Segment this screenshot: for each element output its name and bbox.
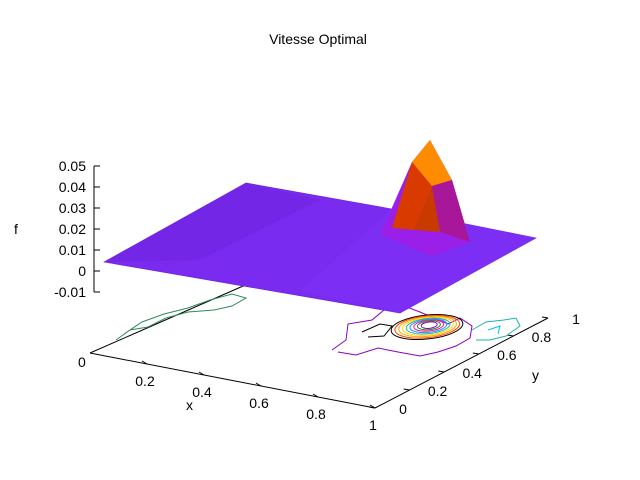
surface-facet [300, 209, 536, 313]
contour-lines [115, 293, 521, 357]
x-axis-label: x [186, 397, 193, 413]
x-tick-mark [255, 382, 262, 387]
x-tick-mark [312, 393, 319, 398]
contour-right-inner [487, 325, 501, 335]
z-axis-label: f [14, 221, 18, 237]
peak-face [414, 186, 440, 232]
contour-ring [409, 318, 448, 334]
contour-ring [416, 320, 441, 331]
back-axis-line [89, 282, 251, 354]
peak-face [392, 162, 432, 230]
y-tick-mark [438, 370, 445, 373]
x-tick-label: 1 [369, 417, 377, 433]
contour-left [115, 293, 248, 341]
z-tick-label: 0 [78, 263, 86, 279]
x-tick-label: 0.4 [192, 384, 212, 400]
surface-facet [104, 183, 320, 262]
x-tick-label: 0.6 [249, 395, 269, 411]
x-tick-mark [141, 360, 148, 365]
contour-black [361, 323, 393, 338]
z-tick-label: 0.01 [59, 242, 86, 258]
x-tick-mark [198, 371, 205, 376]
surface-facet [200, 200, 392, 290]
chart-title: Vitesse Optimal [269, 31, 367, 47]
z-tick-label: 0.02 [59, 221, 86, 237]
y-tick-mark [472, 352, 479, 355]
x-axis-line [89, 352, 376, 409]
contour-right [471, 317, 521, 341]
z-tick-label: 0.04 [59, 179, 86, 195]
x-tick-label: 0.8 [306, 406, 326, 422]
y-tick-label: 0.8 [532, 329, 552, 345]
y-tick-mark [368, 406, 376, 409]
z-tick-label: 0.03 [59, 200, 86, 216]
y-tick-label: 1 [572, 311, 580, 327]
x-ticks: 0.2 0.4 0.6 0.8 1 [135, 360, 377, 433]
y-tick-mark [403, 388, 410, 391]
z-tick-label: 0.05 [59, 158, 86, 174]
contour-ring [398, 315, 457, 338]
contour-ring [420, 321, 438, 329]
contour-ring [413, 319, 445, 332]
z-tick-label: -0.01 [54, 284, 86, 300]
y-tick-label: 0.4 [462, 365, 482, 381]
contour-ring [405, 317, 451, 335]
x-tick-label: 0.2 [135, 373, 155, 389]
surface [103, 140, 537, 314]
y-ticks: 0 0.2 0.4 0.6 0.8 1 [368, 311, 580, 417]
y-tick-mark [507, 334, 514, 337]
base-zero-label: 0 [78, 354, 86, 370]
contour-ring [394, 314, 461, 339]
contour-ring [401, 316, 454, 336]
y-axis-label: y [532, 367, 539, 383]
y-tick-label: 0.6 [497, 347, 517, 363]
y-tick-label: 0 [399, 401, 407, 417]
peak-face [412, 140, 452, 186]
contour-ring [390, 313, 464, 341]
y-tick-mark [541, 316, 549, 319]
y-axis-line [374, 317, 549, 409]
contour-outer [331, 305, 473, 357]
y-tick-label: 0.2 [428, 383, 448, 399]
z-ticks: 0.05 0.04 0.03 0.02 0.01 0 -0.01 [54, 158, 100, 300]
peak-face [432, 180, 470, 242]
